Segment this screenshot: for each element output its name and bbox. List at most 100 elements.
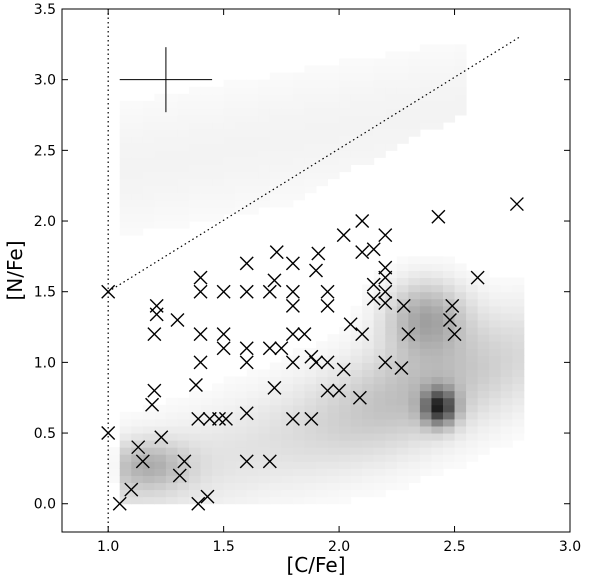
density-cell xyxy=(489,312,502,321)
density-cell xyxy=(292,425,305,434)
density-cell xyxy=(258,157,271,165)
density-cell xyxy=(362,383,375,392)
density-cell xyxy=(235,185,248,194)
x-tick-label: 2.5 xyxy=(443,539,465,555)
density-cell xyxy=(396,355,409,363)
density-cell xyxy=(339,369,352,378)
density-cell xyxy=(443,327,456,335)
density-cell xyxy=(281,199,294,208)
density-cell xyxy=(350,376,363,385)
density-cell xyxy=(316,404,329,413)
density-cell xyxy=(246,107,259,116)
density-cell xyxy=(292,362,305,370)
density-cell xyxy=(142,461,155,469)
density-cell xyxy=(385,475,398,484)
density-cell xyxy=(165,482,178,491)
density-cell xyxy=(246,489,259,498)
density-cell xyxy=(454,447,467,455)
density-cell xyxy=(281,72,294,81)
density-cell xyxy=(258,468,271,476)
density-cell xyxy=(350,319,363,328)
density-cell xyxy=(350,369,363,378)
density-cell xyxy=(131,468,144,476)
density-cell xyxy=(385,454,398,462)
density-cell xyxy=(200,107,213,116)
density-cell xyxy=(304,390,317,399)
density-cell xyxy=(177,143,190,151)
density-cell xyxy=(200,86,213,95)
density-cell xyxy=(142,129,155,137)
density-cell xyxy=(165,213,178,222)
density-cell xyxy=(304,440,317,448)
density-cell xyxy=(281,376,294,385)
density-cell xyxy=(154,425,167,434)
density-cell xyxy=(396,256,409,264)
density-cell xyxy=(212,461,225,469)
density-cell xyxy=(512,425,525,434)
density-cell xyxy=(489,284,502,293)
density-cell xyxy=(154,482,167,491)
density-cell xyxy=(119,100,132,109)
density-cell xyxy=(281,157,294,165)
density-cell xyxy=(408,93,421,102)
density-cell xyxy=(385,72,398,81)
density-cell xyxy=(373,319,386,328)
density-cell xyxy=(327,136,340,144)
density-cell xyxy=(362,115,375,123)
density-cell xyxy=(235,206,248,215)
density-cell xyxy=(142,411,155,420)
density-cell xyxy=(142,496,155,505)
density-cell xyxy=(408,256,421,264)
density-cell xyxy=(316,440,329,448)
density-cell xyxy=(408,461,421,469)
density-cell xyxy=(512,327,525,335)
density-cell xyxy=(189,206,202,215)
density-cell xyxy=(500,277,513,286)
density-cell xyxy=(235,440,248,448)
density-cell xyxy=(362,100,375,109)
density-cell xyxy=(223,86,236,95)
density-cell xyxy=(327,115,340,123)
density-cell xyxy=(362,107,375,116)
density-cell xyxy=(327,404,340,413)
density-cell xyxy=(500,284,513,293)
density-cell xyxy=(154,447,167,455)
density-cell xyxy=(443,256,456,264)
density-cell xyxy=(131,129,144,137)
density-cell xyxy=(142,136,155,144)
density-cell xyxy=(131,433,144,441)
density-cell xyxy=(408,270,421,279)
density-cell xyxy=(500,418,513,427)
density-cell xyxy=(350,440,363,448)
density-cell xyxy=(154,122,167,130)
density-cell xyxy=(154,496,167,505)
density-cell xyxy=(419,341,432,349)
density-cell xyxy=(142,475,155,484)
density-cell xyxy=(200,192,213,201)
data-point xyxy=(355,214,370,229)
density-cell xyxy=(339,404,352,413)
density-cell xyxy=(512,411,525,420)
density-cell xyxy=(235,475,248,484)
density-cell xyxy=(477,277,490,286)
density-cell xyxy=(466,355,479,363)
density-cell xyxy=(431,312,444,321)
density-cell xyxy=(200,150,213,158)
density-cell xyxy=(373,143,386,151)
density-cell xyxy=(419,72,432,81)
density-cell xyxy=(327,355,340,363)
density-cell xyxy=(385,291,398,300)
density-cell xyxy=(350,65,363,74)
density-cell xyxy=(408,454,421,462)
density-cell xyxy=(408,411,421,420)
density-cell xyxy=(200,213,213,222)
density-cell xyxy=(281,475,294,484)
density-cell xyxy=(327,390,340,399)
density-cell xyxy=(454,107,467,116)
density-cell xyxy=(189,143,202,151)
density-cell xyxy=(489,291,502,300)
density-cell xyxy=(304,404,317,413)
data-point xyxy=(216,327,231,342)
density-cell xyxy=(142,107,155,116)
density-cell xyxy=(385,263,398,271)
